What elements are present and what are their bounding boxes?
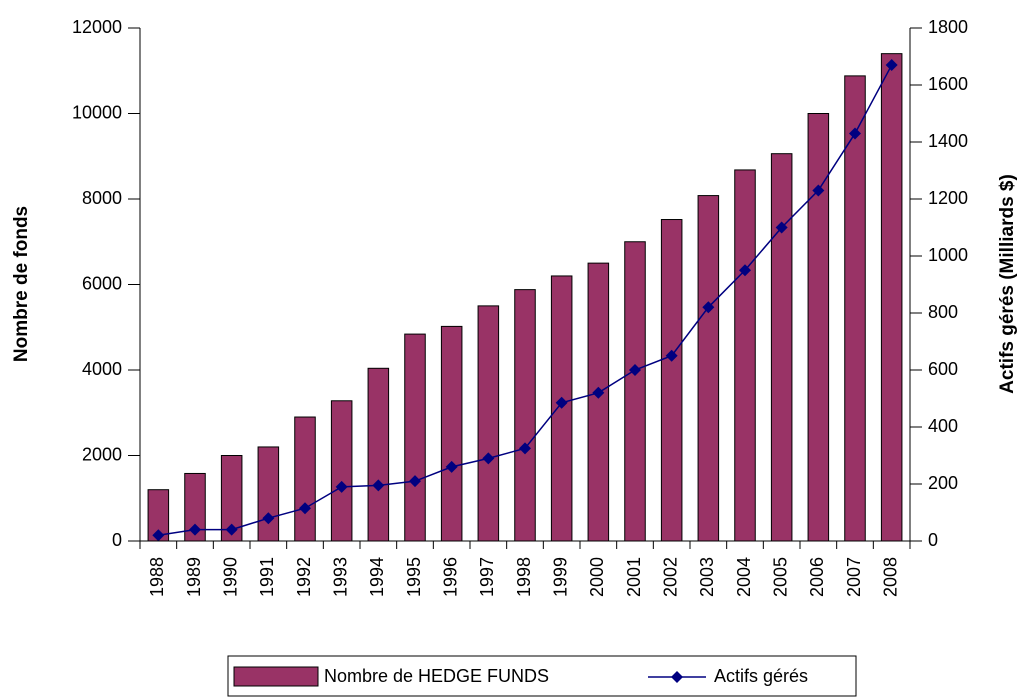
x-tick-label: 2002 — [660, 557, 680, 597]
marker — [665, 349, 678, 362]
marker — [775, 221, 788, 234]
marker — [482, 452, 495, 465]
x-tick-label: 1994 — [367, 557, 387, 597]
y-tick-label: 4000 — [82, 359, 122, 379]
x-tick-label: 2007 — [844, 557, 864, 597]
bar — [624, 241, 646, 542]
marker — [152, 529, 165, 542]
marker — [519, 442, 531, 455]
bar — [440, 325, 463, 542]
marker — [372, 479, 385, 492]
bar — [367, 367, 390, 542]
marker — [812, 184, 825, 197]
y2-tick-label: 800 — [928, 302, 958, 322]
marker — [739, 264, 751, 277]
bar — [477, 305, 500, 542]
x-tick-label: 2008 — [880, 557, 900, 597]
marker — [299, 502, 311, 515]
marker — [262, 512, 275, 525]
y-axis-title: Nombre de fonds — [11, 206, 32, 362]
bar — [514, 289, 536, 542]
legend-swatch — [233, 666, 319, 687]
bar — [294, 416, 316, 542]
bar — [587, 262, 610, 542]
marker — [335, 480, 348, 493]
marker — [702, 301, 715, 314]
marker — [189, 523, 201, 536]
bar — [734, 169, 756, 542]
y2-tick-label: 200 — [928, 473, 958, 493]
x-tick-label: 1997 — [477, 557, 497, 597]
marker — [409, 475, 421, 488]
marker — [555, 396, 568, 409]
bar — [330, 400, 353, 542]
y2-tick-label: 1600 — [928, 74, 968, 94]
marker — [849, 127, 861, 140]
x-tick-label: 1995 — [404, 557, 424, 597]
bar — [770, 153, 793, 542]
bar — [807, 113, 830, 542]
y2-tick-label: 1400 — [928, 131, 968, 151]
marker — [592, 386, 605, 399]
x-tick-label: 2005 — [770, 557, 790, 597]
y2-tick-label: 400 — [928, 416, 958, 436]
x-tick-label: 1998 — [514, 557, 534, 597]
marker — [629, 364, 641, 376]
x-tick-label: 1999 — [550, 557, 570, 597]
bar — [660, 219, 683, 542]
bar — [697, 195, 720, 542]
x-tick-label: 1990 — [220, 557, 240, 597]
y2-tick-label: 1000 — [928, 245, 968, 265]
x-tick-label: 1993 — [330, 557, 350, 597]
y2-tick-label: 600 — [928, 359, 958, 379]
y2-tick-label: 1800 — [928, 17, 968, 37]
marker — [885, 59, 898, 72]
bar — [404, 333, 426, 542]
x-tick-label: 2006 — [807, 557, 827, 597]
y2-tick-label: 1200 — [928, 188, 968, 208]
legend-marker — [671, 671, 683, 683]
y2-tick-label: 0 — [928, 530, 938, 550]
y2-axis-title: Actifs gérés (Milliards $) — [997, 174, 1018, 394]
x-tick-label: 1988 — [147, 557, 167, 597]
y-tick-label: 12000 — [72, 17, 122, 37]
x-tick-label: 1991 — [257, 557, 277, 597]
x-tick-label: 2004 — [734, 557, 754, 597]
y-tick-label: 0 — [112, 530, 122, 550]
x-tick-label: 2000 — [587, 557, 607, 597]
marker — [445, 460, 458, 473]
bar — [880, 53, 903, 542]
x-tick-label: 2001 — [624, 557, 644, 597]
y-tick-label: 6000 — [82, 273, 122, 293]
y-tick-label: 8000 — [82, 188, 122, 208]
legend-box — [227, 655, 857, 697]
x-tick-label: 1996 — [440, 557, 460, 597]
y-tick-label: 2000 — [82, 444, 122, 464]
x-tick-label: 1992 — [294, 557, 314, 597]
legend-label: Actifs gérés — [714, 666, 808, 686]
bar — [257, 446, 280, 542]
marker — [225, 523, 238, 536]
x-tick-label: 1989 — [184, 557, 204, 597]
y-tick-label: 10000 — [72, 102, 122, 122]
legend-label: Nombre de HEDGE FUNDS — [324, 666, 549, 686]
x-tick-label: 2003 — [697, 557, 717, 597]
